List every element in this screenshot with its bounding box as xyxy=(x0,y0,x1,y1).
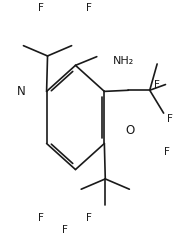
Text: F: F xyxy=(86,3,92,13)
Text: F: F xyxy=(154,80,160,90)
Text: F: F xyxy=(167,114,173,124)
Text: NH₂: NH₂ xyxy=(113,56,134,66)
Text: F: F xyxy=(38,3,44,13)
Text: F: F xyxy=(164,147,170,157)
Text: N: N xyxy=(17,85,25,98)
Text: O: O xyxy=(126,124,135,137)
Text: F: F xyxy=(86,213,92,223)
Text: F: F xyxy=(38,213,44,223)
Text: F: F xyxy=(62,225,68,235)
